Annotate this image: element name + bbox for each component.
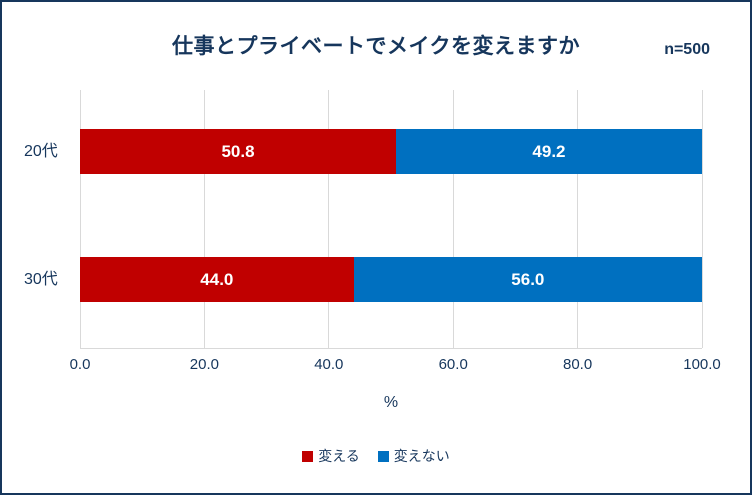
bar-segment: 50.8 — [80, 129, 396, 174]
chart-title: 仕事とプライベートでメイクを変えますか — [171, 35, 581, 58]
x-axis: 0.0 20.0 40.0 60.0 80.0 100.0 — [70, 356, 721, 376]
y-axis-category-label: 20代 — [24, 143, 58, 160]
legend-label: 変える — [318, 448, 360, 464]
x-tick-label: 60.0 — [438, 356, 468, 373]
x-axis-title: % — [383, 394, 399, 411]
gridline — [577, 90, 579, 348]
bar-segment: 44.0 — [80, 257, 354, 302]
bar-segment: 56.0 — [353, 257, 702, 302]
bar-segment: 49.2 — [395, 129, 702, 174]
x-tick-label: 100.0 — [683, 356, 721, 373]
bar-row: 44.0 56.0 — [80, 257, 702, 302]
x-tick-label: 20.0 — [189, 356, 219, 373]
bar-value-label: 44.0 — [200, 269, 234, 289]
bar-value-label: 56.0 — [511, 269, 545, 289]
x-tick-label: 80.0 — [562, 356, 593, 373]
bar-row: 50.8 49.2 — [80, 129, 702, 174]
legend-item: 変えない — [377, 446, 450, 466]
gridline — [701, 90, 703, 348]
bar-value-label: 50.8 — [221, 141, 255, 161]
plot-area: 50.8 49.2 44.0 56.0 20代 30代 — [24, 90, 703, 349]
y-axis-category-label: 30代 — [24, 271, 58, 288]
x-tick-label: 0.0 — [69, 356, 91, 373]
legend-item: 変える — [302, 446, 360, 466]
gridline — [79, 90, 81, 348]
legend-swatch-icon — [377, 450, 389, 462]
legend: 変える 変えない — [2, 446, 750, 466]
gridline — [328, 90, 330, 348]
legend-swatch-icon — [302, 450, 314, 462]
legend-label: 変えない — [393, 448, 450, 464]
sample-size-label: n=500 — [664, 41, 710, 58]
x-tick-label: 40.0 — [314, 356, 344, 373]
gridline — [452, 90, 454, 348]
bar-value-label: 49.2 — [532, 141, 566, 161]
gridline — [203, 90, 205, 348]
